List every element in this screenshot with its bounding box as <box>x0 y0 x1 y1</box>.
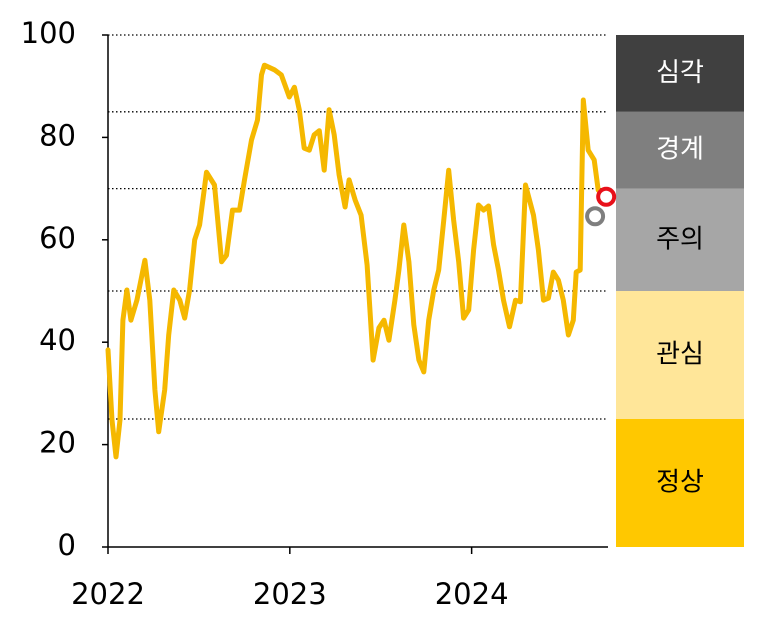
status-band <box>616 188 744 291</box>
y-tick-label: 80 <box>39 118 76 152</box>
band-label: 주의 <box>656 224 704 254</box>
status-band <box>616 419 744 547</box>
band-label: 경계 <box>656 135 704 165</box>
band-label: 관심 <box>656 340 704 370</box>
data-line <box>105 62 601 460</box>
marker-point <box>596 186 617 207</box>
x-tick-label: 2023 <box>253 577 327 611</box>
status-band <box>616 111 744 189</box>
y-tick-label: 0 <box>58 528 76 562</box>
band-label: 심각 <box>656 58 704 88</box>
status-band <box>616 35 744 112</box>
y-tick-label: 60 <box>39 221 76 255</box>
y-tick-label: 20 <box>39 426 76 460</box>
x-tick-label: 2022 <box>71 577 145 611</box>
band-label: 정상 <box>656 468 704 498</box>
x-tick-label: 2024 <box>435 577 509 611</box>
marker-point <box>585 206 606 227</box>
status-band <box>616 291 744 419</box>
y-tick-label: 40 <box>39 323 76 357</box>
y-tick-label: 100 <box>21 16 76 50</box>
